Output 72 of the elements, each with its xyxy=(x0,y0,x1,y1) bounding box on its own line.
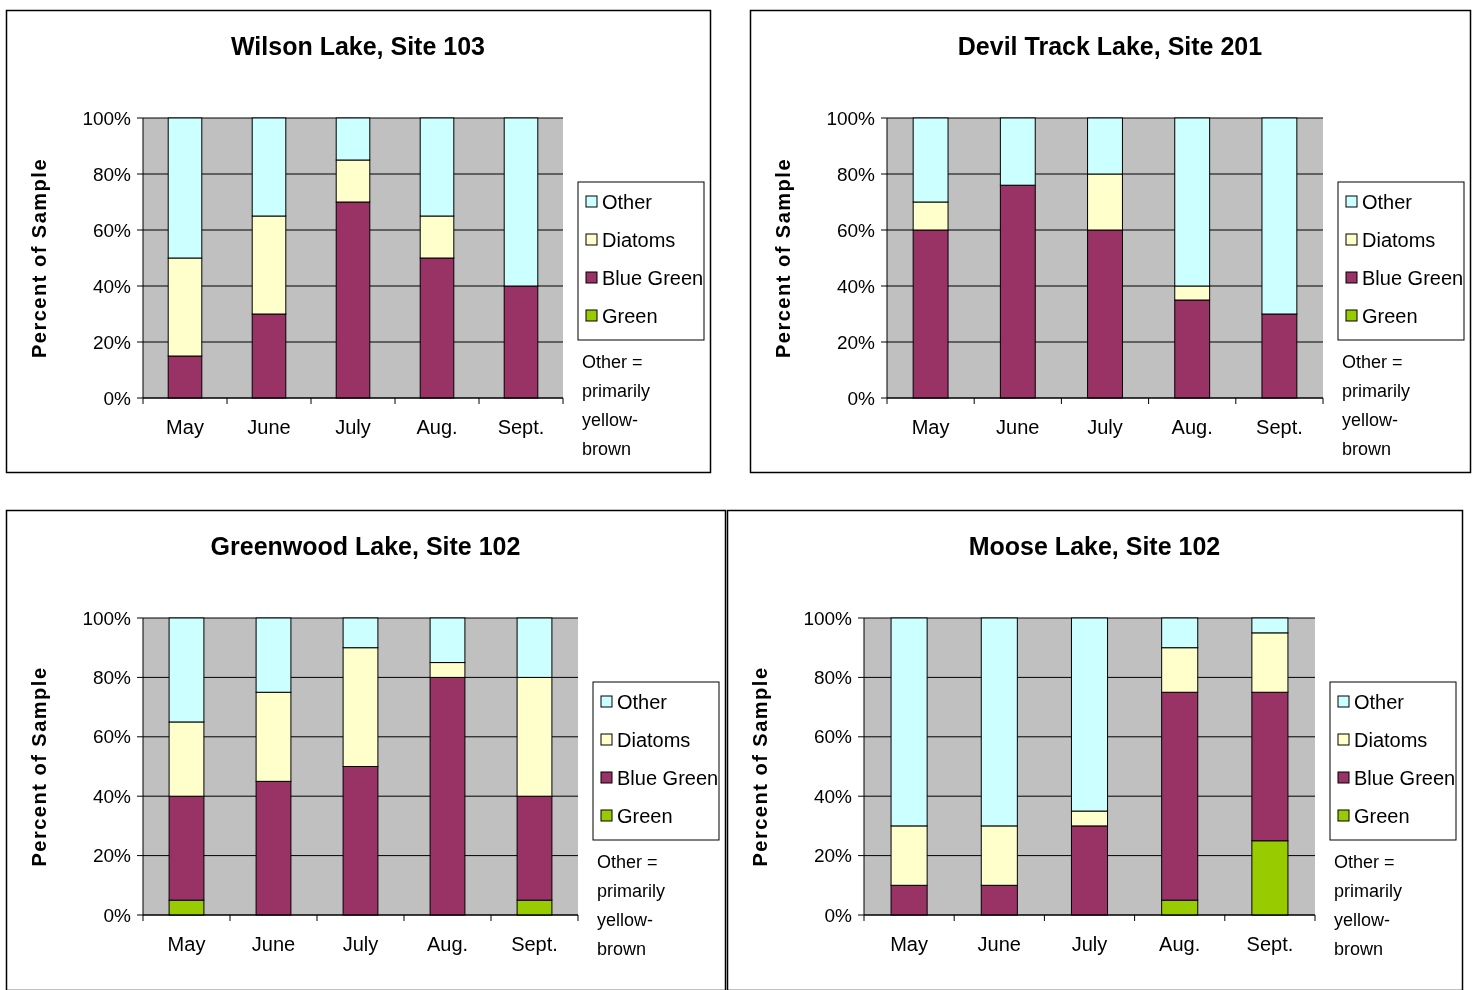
y-tick-label: 40% xyxy=(813,785,853,807)
x-tick-label: May xyxy=(911,416,950,438)
y-tick-label: 100% xyxy=(82,607,132,629)
y-tick-label: 0% xyxy=(103,904,132,926)
legend-label: Green xyxy=(1362,305,1418,327)
y-tick-label: 60% xyxy=(92,726,132,748)
x-tick-label: July xyxy=(1087,416,1123,438)
legend-label: Blue Green xyxy=(617,767,719,789)
text: Other = primarily yellow-brown xyxy=(582,352,651,459)
x-tick-label: Aug. xyxy=(416,416,458,438)
chart-title: Wilson Lake, Site 103 xyxy=(230,32,486,60)
x-tick-label: Sept. xyxy=(1256,416,1303,438)
x-tick-label: Sept. xyxy=(1246,933,1294,955)
x-tick-label: July xyxy=(335,416,371,438)
legend-label: Green xyxy=(1354,805,1410,827)
legend-label: Diatoms xyxy=(1354,729,1428,751)
legend-label: Blue Green xyxy=(1354,767,1456,789)
y-tick-label: 0% xyxy=(824,904,853,926)
y-tick-label: 60% xyxy=(92,219,132,241)
y-axis-title: Percent of Sample xyxy=(28,157,50,359)
legend-label: Green xyxy=(617,805,673,827)
chart-title: Devil Track Lake, Site 201 xyxy=(957,32,1263,60)
x-tick-label: Aug. xyxy=(1171,416,1213,438)
x-tick-label: May xyxy=(890,933,928,955)
text: Other = primarily yellow-brown xyxy=(597,852,666,959)
y-axis-title: Percent of Sample xyxy=(28,666,50,867)
legend-label: Diatoms xyxy=(617,729,691,751)
legend-label: Diatoms xyxy=(1362,229,1436,251)
y-tick-label: 100% xyxy=(826,107,876,129)
legend-label: Blue Green xyxy=(1362,267,1464,289)
x-tick-label: May xyxy=(166,416,204,438)
legend-label: Other xyxy=(602,191,653,213)
y-axis-title: Percent of Sample xyxy=(749,666,771,867)
y-tick-label: 0% xyxy=(847,387,876,409)
x-tick-label: July xyxy=(1071,933,1108,955)
x-tick-label: June xyxy=(251,933,296,955)
y-tick-label: 60% xyxy=(813,726,853,748)
x-tick-label: June xyxy=(247,416,291,438)
legend-label: Other xyxy=(1362,191,1413,213)
x-tick-label: Aug. xyxy=(1159,933,1201,955)
y-axis-title: Percent of Sample xyxy=(772,157,794,359)
y-tick-label: 80% xyxy=(836,163,876,185)
x-tick-label: June xyxy=(996,416,1040,438)
y-tick-label: 60% xyxy=(836,219,876,241)
x-tick-label: Sept. xyxy=(511,933,558,955)
text: Other = primarily yellow-brown xyxy=(1342,352,1411,459)
legend-label: Green xyxy=(602,305,658,327)
x-tick-label: May xyxy=(167,933,206,955)
y-tick-label: 20% xyxy=(92,845,132,867)
x-tick-label: Aug. xyxy=(426,933,469,955)
x-tick-label: June xyxy=(977,933,1021,955)
chart-title: Greenwood Lake, Site 102 xyxy=(210,532,521,560)
y-tick-label: 20% xyxy=(92,331,132,353)
y-tick-label: 100% xyxy=(803,607,853,629)
y-tick-label: 40% xyxy=(92,785,132,807)
y-tick-label: 80% xyxy=(92,667,132,689)
legend-label: Diatoms xyxy=(602,229,676,251)
y-tick-label: 40% xyxy=(92,275,132,297)
y-tick-label: 100% xyxy=(82,107,132,129)
text: Other = primarily yellow-brown xyxy=(1334,852,1403,959)
legend-label: Other xyxy=(1354,691,1405,713)
y-tick-label: 20% xyxy=(813,845,853,867)
legend-label: Blue Green xyxy=(602,267,704,289)
x-tick-label: Sept. xyxy=(497,416,545,438)
chart-title: Moose Lake, Site 102 xyxy=(968,532,1221,560)
x-tick-label: July xyxy=(342,933,379,955)
y-tick-label: 0% xyxy=(103,387,132,409)
y-tick-label: 20% xyxy=(836,331,876,353)
y-tick-label: 80% xyxy=(813,667,853,689)
legend-label: Other xyxy=(617,691,668,713)
y-tick-label: 40% xyxy=(836,275,876,297)
y-tick-label: 80% xyxy=(92,163,132,185)
